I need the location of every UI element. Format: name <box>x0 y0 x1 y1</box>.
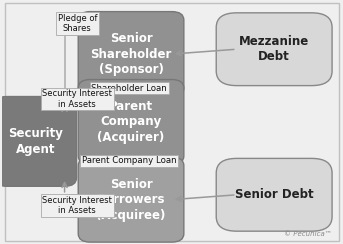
Text: Pledge of
Shares: Pledge of Shares <box>58 14 97 33</box>
Text: Senior
Shareholder
(Sponsor): Senior Shareholder (Sponsor) <box>90 32 172 76</box>
Text: Parent
Company
(Acquirer): Parent Company (Acquirer) <box>97 100 165 144</box>
Text: Senior
Borrowers
(Acquiree): Senior Borrowers (Acquiree) <box>96 178 166 222</box>
Text: © Pecunica™: © Pecunica™ <box>284 231 332 237</box>
Text: Security Interest
in Assets: Security Interest in Assets <box>43 196 112 215</box>
Text: Security Interest
in Assets: Security Interest in Assets <box>43 89 112 109</box>
Text: Senior Debt: Senior Debt <box>235 188 314 201</box>
Text: Security
Agent: Security Agent <box>8 127 63 156</box>
FancyBboxPatch shape <box>78 80 184 164</box>
FancyBboxPatch shape <box>78 157 184 242</box>
FancyBboxPatch shape <box>0 97 76 186</box>
Text: Parent Company Loan: Parent Company Loan <box>82 156 177 165</box>
FancyBboxPatch shape <box>5 3 339 241</box>
FancyBboxPatch shape <box>216 13 332 86</box>
Text: Shareholder Loan: Shareholder Loan <box>92 83 167 92</box>
FancyBboxPatch shape <box>78 12 184 97</box>
Text: Mezzanine
Debt: Mezzanine Debt <box>239 35 309 63</box>
FancyBboxPatch shape <box>216 158 332 231</box>
